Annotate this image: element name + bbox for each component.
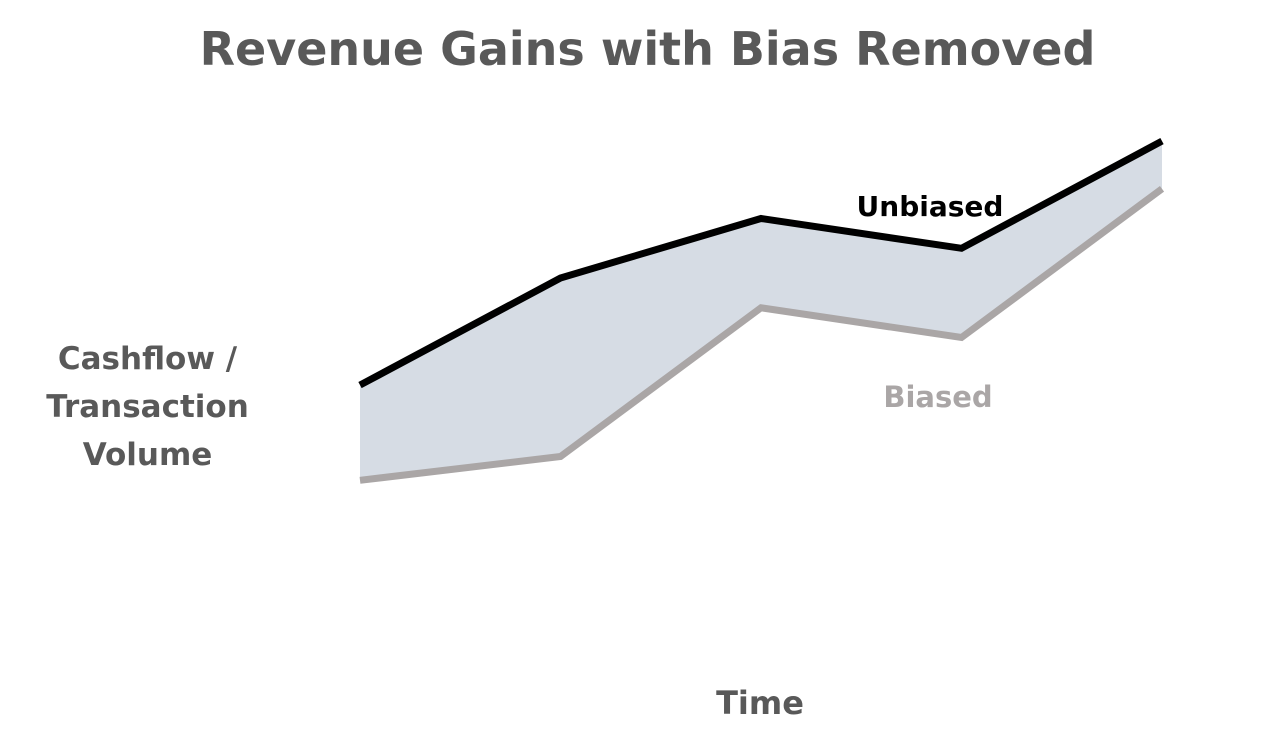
y-axis-label-line-3: Volume (82, 437, 213, 473)
series-line-unbiased (358, 138, 1164, 389)
series-label-unbiased: Unbiased (857, 190, 1004, 223)
series-line-biased (359, 185, 1165, 484)
fill-between-area (360, 141, 1162, 481)
y-axis-label-line-1: Cashflow / (57, 341, 238, 377)
series-label-biased: Biased (883, 380, 992, 414)
chart-title: Revenue Gains with Bias Removed (199, 22, 1096, 76)
y-axis-label-line-2: Transaction (46, 389, 249, 425)
x-axis-label: Time (716, 684, 804, 722)
y-axis-label: Cashflow / Transaction Volume (30, 335, 265, 479)
